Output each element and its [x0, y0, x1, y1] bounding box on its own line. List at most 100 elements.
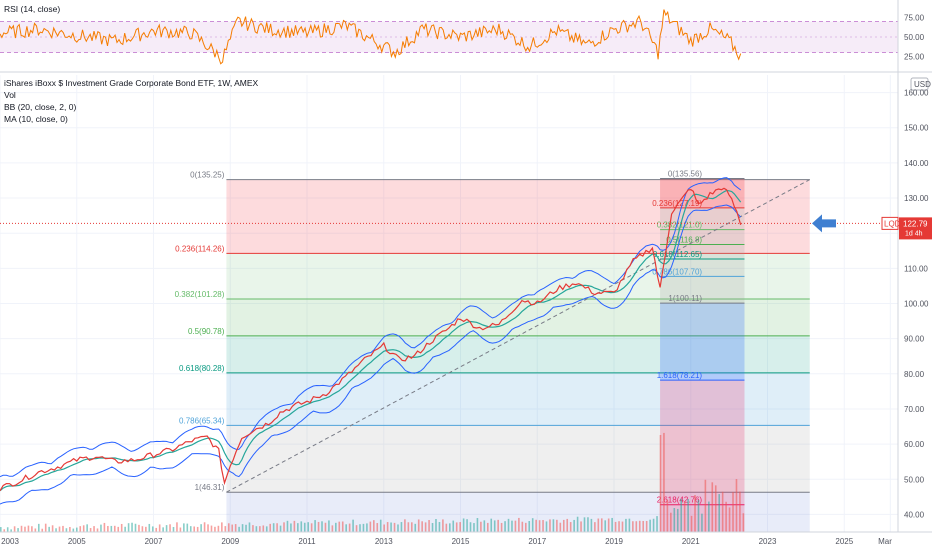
volume-bar — [411, 522, 413, 532]
volume-bar — [62, 525, 64, 532]
countdown-label: 1d 4h — [905, 230, 923, 237]
volume-bar — [245, 524, 247, 532]
volume-bar — [483, 520, 486, 532]
fib-level-label: 0.786(107.70) — [652, 267, 702, 276]
volume-bar — [276, 523, 278, 532]
last-price-label: 122.79 — [903, 219, 928, 228]
volume-bar — [169, 524, 171, 532]
rsi-band — [0, 21, 898, 53]
volume-bar — [732, 492, 734, 532]
price-tick-label: 160.00 — [904, 89, 929, 98]
volume-bar — [604, 520, 607, 532]
volume-bar — [34, 528, 37, 532]
volume-bar — [670, 512, 672, 532]
price-tick-label: 80.00 — [904, 370, 925, 379]
volume-bar — [545, 521, 548, 532]
volume-bar — [469, 522, 472, 532]
volume-bar — [583, 517, 586, 532]
volume-bar — [79, 526, 82, 532]
volume-bar — [590, 518, 593, 532]
price-axis[interactable]: USD 160.00150.00140.00130.00120.00110.00… — [881, 0, 932, 532]
rsi-line — [0, 9, 742, 65]
volume-bar — [452, 520, 455, 532]
volume-bar — [120, 523, 123, 532]
volume-bar — [366, 523, 368, 532]
fib-level-label: 0.786(65.34) — [179, 416, 225, 425]
volume-bar — [400, 522, 403, 532]
volume-bar — [145, 526, 147, 532]
fib-level-label: 0.5(90.78) — [188, 327, 225, 336]
volume-bar — [414, 523, 417, 532]
volume-bar — [321, 521, 323, 532]
volume-bar — [89, 528, 92, 532]
volume-bar — [300, 521, 303, 532]
volume-bar — [162, 527, 164, 532]
fib-level-label: 0.236(114.26) — [175, 244, 225, 253]
volume-bar — [714, 485, 717, 532]
price-tick-label: 140.00 — [904, 159, 929, 168]
grid — [0, 75, 898, 532]
price-tick-label: 60.00 — [904, 440, 925, 449]
currency-badge[interactable] — [910, 77, 929, 91]
volume-bar — [421, 521, 423, 532]
time-tick-label: 2007 — [145, 537, 163, 546]
volume-bar — [673, 508, 676, 532]
volume-bar — [86, 524, 88, 532]
volume-bar — [307, 522, 309, 532]
trendline[interactable] — [226, 179, 810, 493]
time-axis[interactable]: 2003 2005 2007 2009 2011 2013 2015 2017 2019 2021… — [0, 531, 932, 546]
volume-bar — [549, 519, 551, 532]
volume-bar — [200, 524, 202, 532]
rsi-tick-label: 50.00 — [904, 33, 925, 42]
volume-bar — [480, 521, 482, 532]
fib-level-label: 0.5(116.8) — [666, 235, 702, 244]
volume-bar — [96, 528, 99, 532]
volume-bar — [238, 526, 240, 532]
volume-bar — [373, 520, 375, 532]
volume-bar — [189, 526, 192, 532]
volume-bar — [476, 518, 479, 532]
volume-bar — [704, 479, 707, 532]
last-price-tag — [899, 217, 932, 240]
volume-bar — [341, 521, 344, 532]
volume-bar — [721, 491, 724, 532]
volume-bar — [207, 524, 209, 532]
volume-bar — [424, 522, 427, 532]
time-tick-label: 2021 — [682, 537, 700, 546]
volume-bar — [687, 498, 689, 532]
volume-bar — [459, 522, 461, 532]
volume-bar — [234, 524, 237, 532]
volume-bar — [331, 525, 334, 532]
volume-bar — [562, 519, 565, 532]
volume-bar — [559, 522, 562, 532]
volume-bar — [642, 520, 645, 532]
volume-bar — [214, 526, 216, 532]
volume-bar — [535, 519, 537, 532]
left-arrow-icon — [812, 214, 836, 233]
volume-bar — [131, 522, 133, 532]
volume-bar — [493, 520, 496, 532]
volume-bar — [486, 522, 489, 532]
volume-bar — [652, 518, 655, 532]
volume-bar — [524, 522, 527, 532]
volume-bar — [531, 518, 534, 532]
volume-bar — [594, 522, 596, 532]
volume-bar — [628, 518, 631, 532]
rsi-title: RSI (14, close) — [4, 4, 60, 14]
volume-bar — [303, 522, 306, 532]
volume-bar — [742, 513, 745, 532]
volume-bar — [739, 491, 741, 532]
volume-bar — [227, 523, 230, 532]
volume-bar — [497, 519, 499, 532]
rsi-ticks: 75.00 50.00 25.00 — [904, 14, 925, 62]
volume-bar — [528, 521, 531, 532]
time-tick-label: 2005 — [68, 537, 86, 546]
volume-bar — [286, 520, 289, 532]
volume-bar — [697, 499, 700, 532]
volume-bar — [231, 524, 234, 532]
time-tick-label: 2013 — [375, 537, 393, 546]
main-pane: 0(135.25) 0.236(114.26) 0.382(101.28) 0.5(9… — [0, 75, 898, 532]
time-tick-label: 2003 — [1, 537, 19, 546]
volume-bar — [262, 525, 265, 532]
volume-bar — [635, 521, 638, 532]
